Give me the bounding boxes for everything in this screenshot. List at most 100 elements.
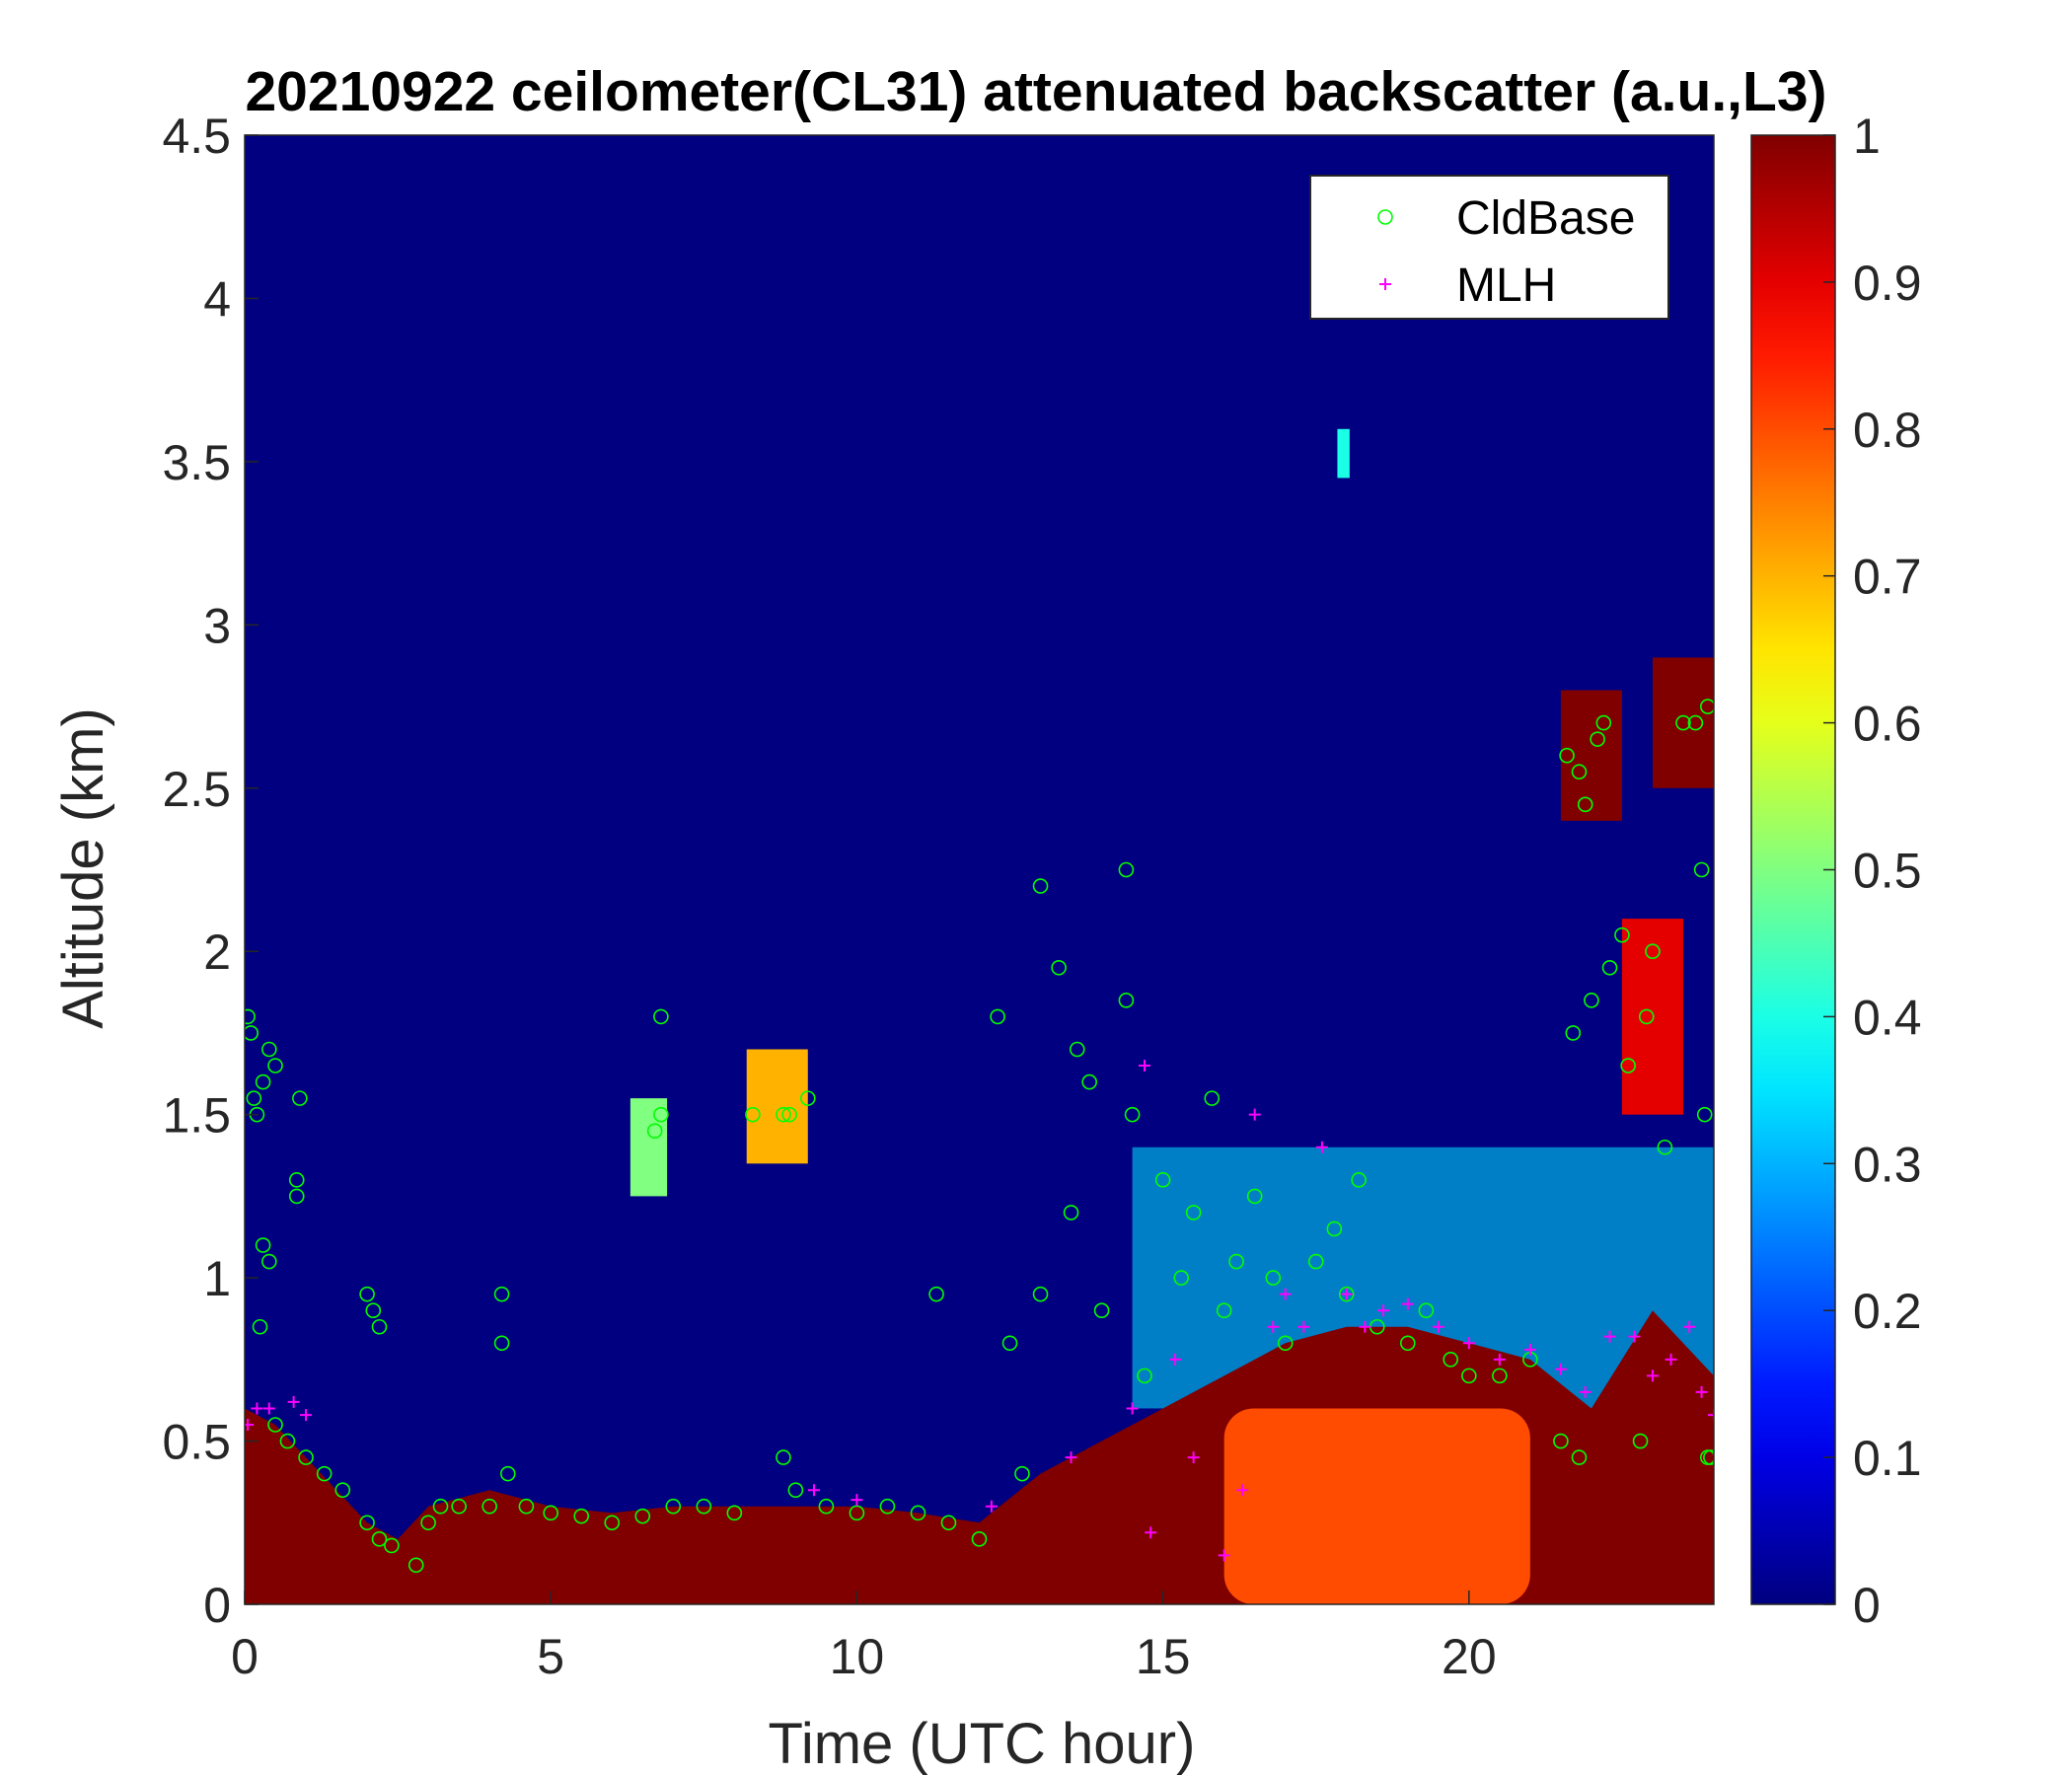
cldbase-point: [1307, 1253, 1324, 1270]
x-tick-label: 0: [231, 1629, 259, 1684]
mlh-point: [1665, 1353, 1677, 1366]
colorbar-tick-label: 0.8: [1853, 403, 1922, 458]
y-tick-label: 1.5: [162, 1088, 231, 1144]
cldbase-point: [604, 1515, 621, 1531]
cldbase-point: [371, 1531, 388, 1547]
backscatter-field: [245, 135, 1714, 1604]
cldbase-point: [1595, 714, 1612, 731]
cldbase-point: [1571, 764, 1588, 780]
cldbase-point: [1032, 878, 1049, 894]
cldbase-point: [245, 1025, 259, 1041]
cldbase-point: [634, 1508, 651, 1524]
y-tick-label: 0.5: [162, 1415, 231, 1470]
cldbase-point: [1154, 1172, 1171, 1188]
y-tick-label: 2.5: [162, 762, 231, 817]
cldbase-point: [1137, 1368, 1152, 1384]
cldbase-point: [1687, 714, 1704, 731]
cldbase-point: [481, 1498, 497, 1515]
cloud-layer-0: [1560, 690, 1622, 821]
mlh-point: [1169, 1353, 1182, 1366]
cldbase-point: [1051, 959, 1067, 976]
cldbase-point: [334, 1482, 351, 1498]
mlh-point: [1628, 1330, 1641, 1343]
cldbase-point: [499, 1465, 516, 1482]
mlh-point: [1554, 1363, 1567, 1375]
cldbase-point: [1703, 1449, 1714, 1465]
cldbase-point: [1118, 993, 1135, 1008]
cldbase-point: [1645, 943, 1661, 960]
y-tick-label: 0: [203, 1578, 231, 1633]
mlh-point: [251, 1402, 263, 1415]
cldbase-point: [1351, 1172, 1367, 1188]
cldbase-point: [1399, 1335, 1416, 1352]
y-tick-label: 3.5: [162, 435, 231, 490]
legend: CldBase MLH: [1309, 175, 1669, 320]
orange-region: [1223, 1408, 1530, 1604]
cldbase-point: [1081, 1073, 1097, 1090]
cldbase-point: [1638, 1008, 1655, 1025]
mlh-point: [1523, 1343, 1536, 1356]
mlh-point: [1462, 1337, 1475, 1350]
mlh-point: [1315, 1141, 1328, 1153]
colorbar: [1750, 134, 1836, 1605]
mlh-point: [262, 1402, 275, 1415]
cldbase-point: [1590, 731, 1605, 747]
cldbase-point: [1693, 861, 1710, 878]
legend-box: [1309, 175, 1669, 320]
cldbase-point: [799, 1090, 816, 1106]
mlh-point: [1297, 1320, 1310, 1333]
cldbase-point: [1620, 1058, 1636, 1073]
cldbase-point: [1675, 714, 1691, 731]
y-tick-label: 3: [203, 598, 231, 653]
cldbase-point: [384, 1537, 400, 1554]
cldbase-point: [543, 1505, 559, 1521]
cldbase-point: [910, 1505, 926, 1521]
cldbase-point: [1277, 1335, 1294, 1352]
colorbar-tick-label: 1: [1853, 109, 1881, 164]
cldbase-point: [255, 1237, 271, 1253]
cldbase-point: [1614, 926, 1630, 943]
cldbase-point: [1584, 993, 1599, 1008]
cldbase-point: [971, 1531, 988, 1547]
mlh-point: [1187, 1451, 1200, 1464]
cldbase-point: [493, 1286, 510, 1302]
cldbase-point: [1601, 959, 1618, 976]
cldbase-point: [359, 1515, 375, 1531]
cldbase-point: [359, 1286, 375, 1302]
mlh-point: [1340, 1288, 1353, 1300]
cldbase-point: [1265, 1270, 1282, 1286]
cldbase-point: [246, 1090, 262, 1106]
y-tick-label: 2: [203, 925, 231, 980]
mlh-point: [1139, 1060, 1151, 1073]
cldbase-point: [787, 1482, 804, 1498]
cldbase-point: [1418, 1302, 1435, 1318]
cldbase-point: [646, 1123, 663, 1140]
cldbase-point: [451, 1498, 467, 1515]
mlh-point: [245, 1419, 255, 1432]
colorbar-tick-label: 0.3: [1853, 1137, 1922, 1192]
x-axis-label: Time (UTC hour): [768, 1712, 1196, 1776]
mlh-point: [1683, 1320, 1696, 1333]
cldbase-point: [665, 1498, 682, 1515]
mlh-point: [1401, 1297, 1414, 1310]
cldbase-point: [261, 1041, 277, 1058]
cldbase-point: [1204, 1090, 1221, 1106]
cldbase-point: [879, 1498, 896, 1515]
cldbase-point: [1577, 796, 1593, 813]
y-tick-label: 4: [203, 271, 231, 327]
cldbase-point: [316, 1465, 333, 1482]
cldbase-point: [745, 1106, 761, 1123]
cldbase-point: [1032, 1286, 1049, 1302]
cldbase-point: [493, 1335, 510, 1352]
cloud-layer-3: [746, 1049, 808, 1164]
cloud-layer-4: [629, 1098, 668, 1197]
cloud-layer-1: [1652, 657, 1714, 788]
cldbase-point: [267, 1058, 283, 1073]
cldbase-point: [298, 1449, 314, 1465]
mlh-point: [1376, 1304, 1389, 1317]
mlh-point: [1708, 1409, 1714, 1422]
legend-marker-mlh: [1379, 278, 1391, 290]
cldbase-point: [726, 1505, 743, 1521]
cldbase-point: [1185, 1205, 1202, 1221]
